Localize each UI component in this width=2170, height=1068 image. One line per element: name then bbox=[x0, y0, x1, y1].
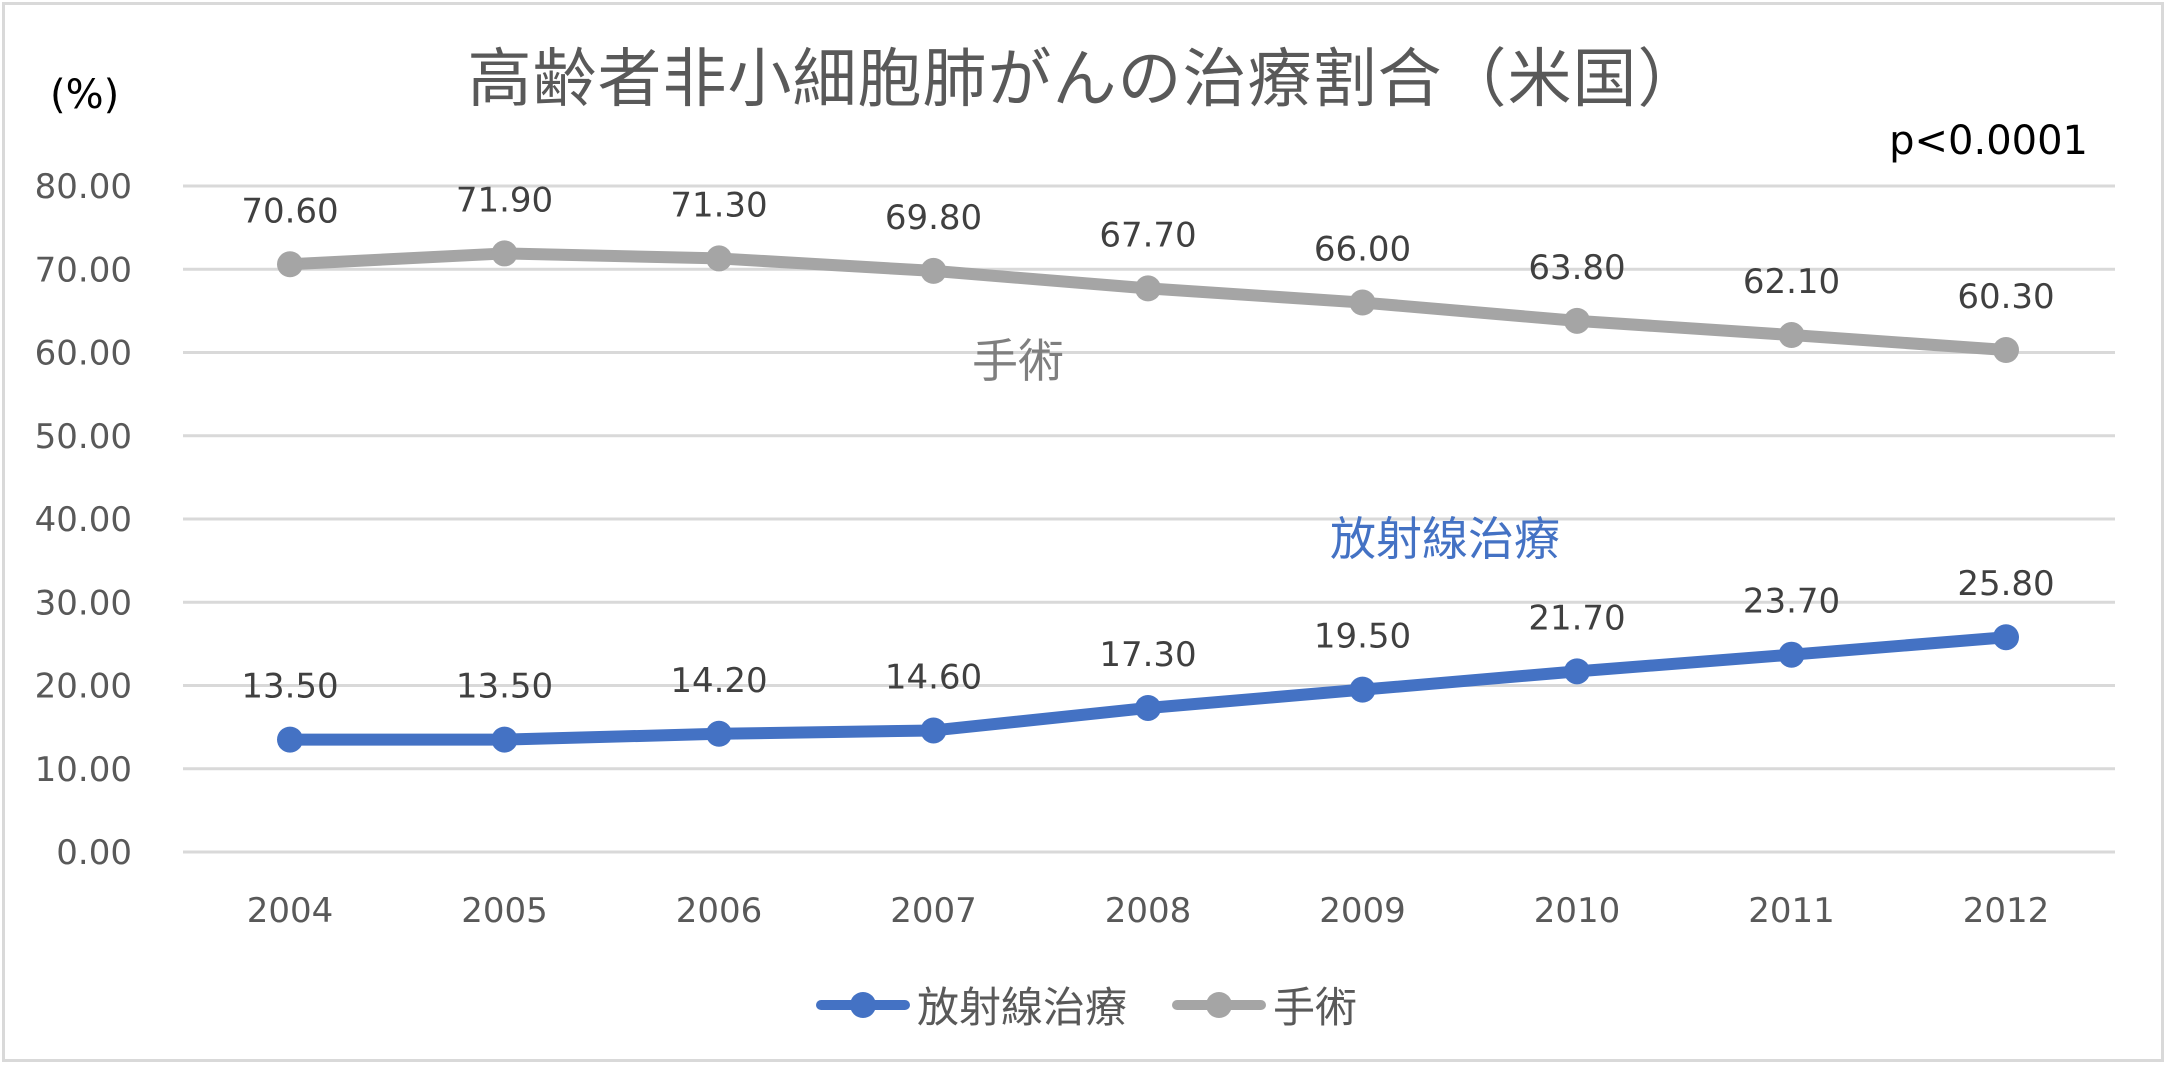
data-label: 14.60 bbox=[885, 657, 982, 697]
data-point-marker[interactable] bbox=[1778, 641, 1805, 668]
chart-legend: 放射線治療 手術 bbox=[0, 974, 2170, 1035]
y-tick-label: 60.00 bbox=[35, 334, 132, 374]
radiation-series-label: 放射線治療 bbox=[1330, 512, 1560, 566]
data-point-marker[interactable] bbox=[1349, 676, 1376, 703]
legend-item-radiation[interactable]: 放射線治療 bbox=[813, 974, 1127, 1035]
chart-title: 高齢者非小細胞肺がんの治療割合（米国） bbox=[467, 43, 1703, 117]
y-tick-label: 80.00 bbox=[35, 167, 132, 207]
legend-surgery-marker-icon bbox=[1172, 991, 1266, 1018]
data-point-marker[interactable] bbox=[277, 726, 303, 753]
p-value-annotation: p<0.0001 bbox=[1889, 118, 2088, 164]
data-label: 69.80 bbox=[885, 198, 982, 238]
data-label: 25.80 bbox=[1957, 564, 2054, 604]
data-label: 13.50 bbox=[241, 667, 338, 707]
y-tick-label: 30.00 bbox=[35, 583, 132, 623]
legend-item-surgery[interactable]: 手術 bbox=[1169, 974, 1357, 1035]
surgery-series-label: 手術 bbox=[972, 334, 1064, 388]
data-label: 66.00 bbox=[1314, 230, 1411, 270]
y-tick-label: 70.00 bbox=[35, 250, 132, 290]
y-tick-label: 20.00 bbox=[35, 667, 132, 707]
x-tick-label: 2006 bbox=[676, 891, 763, 931]
x-tick-label: 2008 bbox=[1105, 891, 1192, 931]
data-label: 21.70 bbox=[1528, 598, 1625, 638]
data-point-marker[interactable] bbox=[491, 240, 518, 267]
data-point-marker[interactable] bbox=[1564, 658, 1590, 685]
data-point-marker[interactable] bbox=[1778, 322, 1805, 349]
data-point-marker[interactable] bbox=[491, 726, 518, 753]
data-point-marker[interactable] bbox=[1993, 337, 2019, 364]
data-label: 62.10 bbox=[1743, 262, 1840, 302]
y-tick-label: 0.00 bbox=[56, 833, 132, 873]
data-point-marker[interactable] bbox=[706, 245, 732, 272]
x-tick-label: 2012 bbox=[1963, 891, 2050, 931]
data-label: 19.50 bbox=[1314, 617, 1411, 657]
data-point-marker[interactable] bbox=[1349, 289, 1376, 316]
data-point-marker[interactable] bbox=[920, 717, 947, 744]
data-label: 14.20 bbox=[670, 661, 767, 701]
data-label: 17.30 bbox=[1099, 635, 1196, 675]
data-label: 70.60 bbox=[241, 191, 338, 231]
data-point-marker[interactable] bbox=[1135, 694, 1161, 721]
data-point-marker[interactable] bbox=[1135, 275, 1161, 302]
x-tick-label: 2004 bbox=[247, 891, 334, 931]
x-tick-label: 2009 bbox=[1319, 891, 1406, 931]
data-point-marker[interactable] bbox=[1993, 624, 2019, 651]
data-label: 71.90 bbox=[456, 180, 553, 220]
data-label: 60.30 bbox=[1957, 277, 2054, 317]
data-point-marker[interactable] bbox=[706, 720, 732, 747]
legend-radiation-marker-icon bbox=[815, 991, 910, 1018]
data-label: 13.50 bbox=[456, 667, 553, 707]
data-point-marker[interactable] bbox=[277, 251, 303, 278]
x-tick-label: 2010 bbox=[1534, 891, 1621, 931]
data-point-marker[interactable] bbox=[1564, 307, 1590, 334]
data-label: 63.80 bbox=[1528, 248, 1625, 288]
data-label: 23.70 bbox=[1743, 582, 1840, 622]
x-tick-label: 2011 bbox=[1748, 891, 1835, 931]
y-tick-label: 50.00 bbox=[35, 417, 132, 457]
x-tick-label: 2005 bbox=[461, 891, 548, 931]
legend-label-radiation: 放射線治療 bbox=[916, 983, 1127, 1032]
data-label: 67.70 bbox=[1099, 215, 1196, 255]
legend-label-surgery: 手術 bbox=[1273, 983, 1358, 1032]
data-point-marker[interactable] bbox=[920, 257, 947, 284]
data-label: 71.30 bbox=[670, 185, 767, 225]
y-axis-unit-label: (%) bbox=[50, 72, 120, 118]
y-tick-label: 10.00 bbox=[35, 750, 132, 790]
y-tick-label: 40.00 bbox=[35, 500, 132, 540]
x-tick-label: 2007 bbox=[890, 891, 977, 931]
